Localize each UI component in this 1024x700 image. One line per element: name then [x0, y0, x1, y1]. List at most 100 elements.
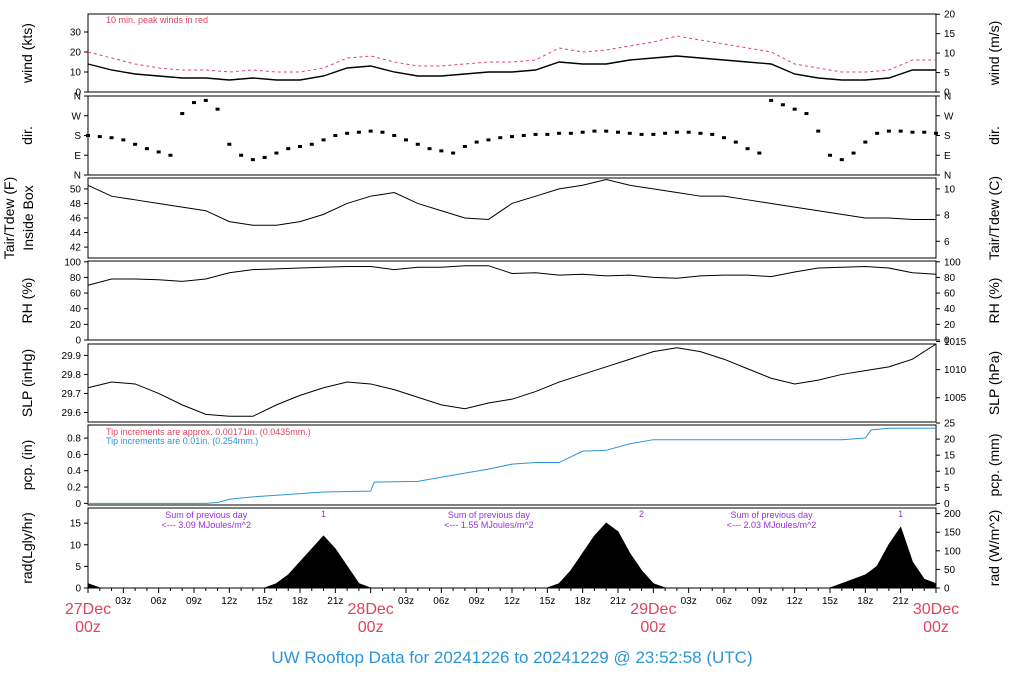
data-point: [486, 138, 491, 142]
data-point: [627, 131, 632, 135]
y-tick-label: N: [74, 92, 81, 103]
y-tick-label: 40: [70, 304, 82, 315]
data-point: [886, 129, 891, 133]
y-axis-label-right: SLP (hPa): [986, 351, 1002, 415]
panel-frame: [87, 343, 937, 423]
y-tick-label-right: 40: [944, 304, 956, 315]
data-point: [121, 138, 126, 142]
x-day-label: 27Dec: [65, 601, 111, 618]
series-line-Tair: [87, 178, 936, 226]
y-tick-label: 0: [75, 88, 81, 99]
y-tick-label: 30: [70, 28, 82, 39]
day-note-text: Sum of previous day: [448, 510, 531, 520]
x-tick-label: 18z: [292, 596, 308, 607]
day-note-value: <--- 1.55 MJoules/m^2: [444, 520, 534, 530]
y-tick-label-right: W: [944, 111, 954, 122]
x-tick-label: 12z: [221, 596, 237, 607]
y-tick-label-right: N: [944, 92, 951, 103]
x-day-hour: 00z: [75, 619, 101, 636]
y-tick-label: N: [74, 171, 81, 182]
data-point: [133, 142, 138, 146]
data-point: [109, 136, 114, 140]
y-tick-label: 29.9: [62, 351, 82, 362]
x-tick-label: 21z: [893, 596, 909, 607]
data-point: [910, 130, 915, 134]
y-axis-label-2: Inside Box: [20, 185, 36, 250]
x-tick-label: 03z: [681, 596, 697, 607]
x-tick-label: 09z: [469, 596, 485, 607]
data-point: [828, 153, 832, 157]
data-point: [250, 158, 255, 162]
x-tick-label: 15z: [822, 596, 838, 607]
x-tick-label: 18z: [575, 596, 591, 607]
y-tick-label-right: 20: [944, 10, 956, 21]
y-tick-label: 0.4: [67, 466, 81, 477]
y-tick-label-right: 200: [944, 509, 961, 520]
panel-wind: 0 10 20 30 0 5 10 15 20 wind (kts) wind (m/s) 10 mi…: [19, 10, 1002, 99]
y-tick-label-right: 20: [944, 435, 956, 446]
y-tick-label-right: 6: [944, 237, 950, 248]
x-tick-label: 21z: [610, 596, 626, 607]
y-tick-label: 15: [70, 519, 82, 530]
day-note-text: Sum of previous day: [731, 510, 814, 520]
y-tick-label-right: 1005: [944, 393, 967, 404]
data-point: [321, 138, 326, 142]
data-point: [298, 144, 302, 148]
data-point: [415, 142, 420, 146]
y-tick-label-right: S: [944, 131, 951, 142]
y-tick-label-right: 0: [944, 584, 950, 595]
x-tick-label: 06z: [716, 596, 732, 607]
series-line-RH: [87, 265, 937, 286]
day-note-text: Sum of previous day: [165, 510, 248, 520]
series-area-rad: [87, 522, 937, 589]
x-tick-label: 09z: [186, 596, 202, 607]
y-tick-label-right: 10: [944, 49, 956, 60]
data-point: [239, 153, 244, 157]
y-tick-label-right: 25: [944, 419, 956, 430]
data-point: [804, 112, 809, 116]
y-axis-label-right: dir.: [986, 126, 1002, 145]
y-tick-label-right: 100: [944, 257, 961, 268]
data-point: [651, 132, 656, 136]
data-point: [745, 147, 750, 151]
y-tick-label: 44: [70, 228, 82, 239]
data-point: [521, 134, 526, 137]
x-tick-label: 21z: [327, 596, 343, 607]
data-point: [674, 130, 679, 134]
y-tick-label-right: 0: [944, 88, 950, 99]
y-tick-label: W: [72, 111, 82, 122]
chart-title: UW Rooftop Data for 20241226 to 20241229…: [271, 648, 753, 667]
y-axis-label: Tair/Tdew (F): [1, 177, 17, 259]
y-tick-label-right: 0: [944, 336, 950, 347]
series-line-SLP: [87, 343, 937, 417]
y-tick-label-right: 1015: [944, 337, 967, 348]
data-point: [404, 138, 408, 142]
data-point: [86, 134, 90, 137]
y-tick-label: 29.8: [62, 370, 82, 381]
data-point: [686, 130, 691, 134]
data-point: [757, 151, 762, 155]
y-tick-label-right: 60: [944, 289, 956, 300]
data-point: [227, 142, 232, 146]
y-tick-label-right: 0: [944, 499, 950, 510]
data-point: [192, 101, 196, 105]
y-axis-label-right: RH (%): [986, 278, 1002, 324]
data-point: [580, 130, 585, 134]
y-tick-label: S: [74, 131, 81, 142]
x-tick-label: 18z: [857, 596, 873, 607]
x-day-label: 30Dec: [913, 601, 959, 618]
y-tick-label-right: 50: [944, 565, 956, 576]
y-tick-label-right: 10: [944, 184, 956, 195]
panel-temp: 42 44 46 48 50 6 8 10 Tair/Tdew (F) Inside Box Tai…: [1, 176, 1002, 260]
y-tick-label-right: 10: [944, 467, 956, 478]
data-point: [462, 144, 467, 148]
x-day-hour: 00z: [923, 619, 949, 636]
y-axis-label: wind (kts): [19, 23, 35, 84]
panel-slp: 29.6 29.7 29.8 29.9 1005 1010 1015 SLP (inHg) SL…: [19, 337, 1002, 423]
y-tick-label: 0.6: [67, 450, 81, 461]
y-tick-label: 0.8: [67, 434, 81, 445]
panel-frame: [87, 13, 937, 93]
y-axis-label: pcp. (in): [19, 440, 35, 491]
